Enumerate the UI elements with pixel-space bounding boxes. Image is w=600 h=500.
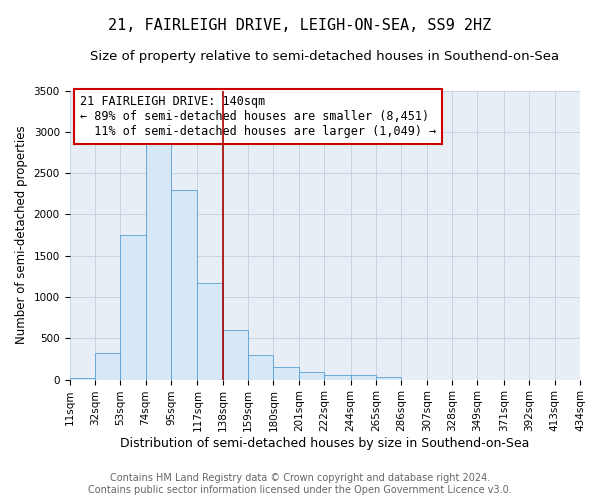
- Bar: [146, 136, 171, 380]
- Bar: [274, 367, 299, 380]
- Bar: [223, 330, 248, 380]
- Bar: [351, 375, 376, 380]
- Bar: [120, 235, 146, 380]
- Bar: [171, 190, 197, 380]
- Y-axis label: Number of semi-detached properties: Number of semi-detached properties: [15, 126, 28, 344]
- Title: Size of property relative to semi-detached houses in Southend-on-Sea: Size of property relative to semi-detach…: [90, 50, 559, 63]
- Text: 21, FAIRLEIGH DRIVE, LEIGH-ON-SEA, SS9 2HZ: 21, FAIRLEIGH DRIVE, LEIGH-ON-SEA, SS9 2…: [109, 18, 491, 32]
- Bar: [376, 377, 401, 380]
- Bar: [197, 282, 223, 380]
- Bar: [324, 375, 351, 380]
- Bar: [248, 355, 274, 380]
- Text: 21 FAIRLEIGH DRIVE: 140sqm
← 89% of semi-detached houses are smaller (8,451)
  1: 21 FAIRLEIGH DRIVE: 140sqm ← 89% of semi…: [80, 95, 436, 138]
- X-axis label: Distribution of semi-detached houses by size in Southend-on-Sea: Distribution of semi-detached houses by …: [120, 437, 529, 450]
- Bar: [70, 378, 95, 380]
- Bar: [299, 372, 324, 380]
- Text: Contains HM Land Registry data © Crown copyright and database right 2024.
Contai: Contains HM Land Registry data © Crown c…: [88, 474, 512, 495]
- Bar: [95, 353, 120, 380]
